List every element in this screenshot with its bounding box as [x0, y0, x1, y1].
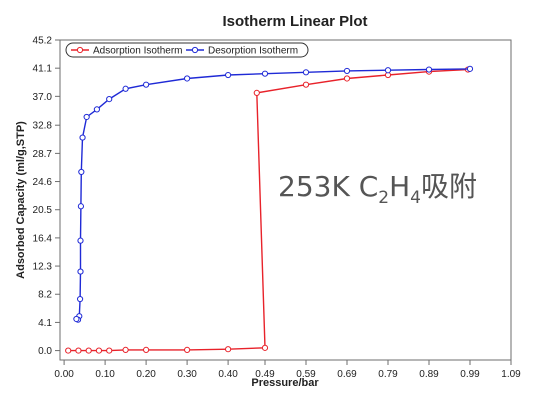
desorption-isotherm-point — [384, 67, 392, 74]
adsorption-isotherm-point — [302, 81, 310, 88]
adsorption-isotherm-point — [85, 347, 92, 354]
series-group — [65, 65, 474, 354]
desorption-isotherm-point — [184, 75, 191, 82]
x-tick-label: 0.59 — [296, 369, 316, 380]
x-tick-label: 0.89 — [419, 369, 439, 380]
desorption-isotherm-point — [76, 295, 84, 303]
desorption-isotherm-point — [77, 237, 84, 244]
x-tick-label: 0.30 — [177, 369, 197, 380]
desorption-isotherm-point — [93, 106, 101, 113]
desorption-isotherm-point — [77, 268, 84, 275]
y-tick-label: 37.0 — [33, 92, 53, 103]
adsorption-isotherm-point — [261, 344, 269, 351]
desorption-isotherm-point — [122, 85, 129, 92]
legend-marker-adsorption-isotherm — [76, 46, 84, 54]
adsorption-isotherm-line — [68, 68, 468, 352]
desorption-isotherm-point — [77, 203, 85, 210]
y-axis-label: Adsorbed Capacity (ml/g,STP) — [15, 121, 27, 279]
y-tick-label: 32.8 — [33, 121, 53, 132]
axis-ticks: 0.00 0.10 0.20 0.30 0.40 0.49 0.59 0.69 0.79 0.89… — [33, 36, 522, 381]
x-axis-label: Pressure/bar — [251, 377, 319, 389]
y-tick-label: 20.5 — [33, 205, 53, 216]
adsorption-isotherm-point — [122, 346, 129, 353]
y-tick-label: 0.0 — [38, 346, 52, 357]
x-tick-label: 0.49 — [255, 369, 275, 380]
chart-annotation: 253K C2H4吸附 — [278, 170, 477, 208]
desorption-isotherm-point — [466, 65, 474, 72]
legend: Adsorption Isotherm Desorption Isotherm — [65, 42, 309, 58]
desorption-isotherm-point — [225, 71, 232, 79]
desorption-isotherm-point — [83, 113, 90, 121]
y-tick-label: 41.1 — [33, 64, 53, 75]
x-tick-label: 0.79 — [378, 369, 398, 380]
legend-label-desorption-isotherm: Desorption Isotherm — [208, 46, 298, 57]
y-tick-label: 4.1 — [38, 318, 52, 329]
y-tick-label: 24.6 — [33, 177, 53, 188]
desorption-isotherm-point — [343, 67, 351, 75]
adsorption-isotherm-point — [65, 347, 72, 354]
legend-label-adsorption-isotherm: Adsorption Isotherm — [93, 46, 183, 57]
legend-marker-desorption-isotherm — [191, 46, 199, 54]
desorption-isotherm-point — [143, 81, 150, 88]
x-tick-label: 0.10 — [95, 369, 115, 380]
plot-area — [59, 39, 512, 361]
adsorption-isotherm-point — [253, 89, 260, 97]
y-tick-label: 28.7 — [33, 149, 53, 160]
desorption-isotherm-point — [261, 70, 269, 77]
desorption-isotherm-line — [76, 68, 471, 321]
y-tick-label: 8.2 — [38, 290, 52, 301]
y-tick-label: 16.4 — [33, 233, 53, 244]
y-tick-label: 12.3 — [33, 262, 53, 273]
adsorption-isotherm-point — [184, 346, 191, 353]
adsorption-isotherm-point — [343, 75, 351, 82]
desorption-isotherm-point — [106, 95, 113, 103]
desorption-isotherm-point — [302, 69, 310, 76]
adsorption-isotherm-point — [225, 346, 232, 353]
desorption-isotherm-point — [73, 315, 80, 323]
adsorption-isotherm-point — [106, 347, 113, 354]
y-tick-label: 45.2 — [33, 36, 53, 47]
x-tick-label: 0.20 — [136, 369, 156, 380]
x-tick-label: 0.40 — [218, 369, 238, 380]
adsorption-isotherm-point — [75, 347, 82, 354]
adsorption-isotherm-point — [143, 346, 150, 353]
adsorption-isotherm-point — [95, 347, 103, 354]
desorption-isotherm-point — [78, 168, 85, 176]
chart-title: Isotherm Linear Plot — [222, 13, 367, 30]
x-tick-label: 1.09 — [501, 369, 521, 380]
desorption-isotherm-point — [79, 134, 86, 141]
x-tick-label: 0.00 — [54, 369, 74, 380]
x-tick-label: 0.69 — [337, 369, 357, 380]
desorption-isotherm-point — [425, 66, 433, 73]
x-tick-label: 0.99 — [460, 369, 480, 380]
